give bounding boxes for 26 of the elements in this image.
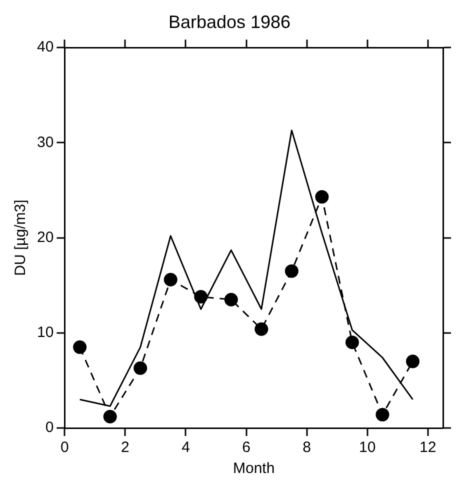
point xyxy=(134,361,148,375)
y-tick-label: 30 xyxy=(36,134,54,151)
point xyxy=(224,292,238,306)
point xyxy=(376,408,390,422)
point xyxy=(315,190,329,204)
point xyxy=(103,410,117,424)
y-tick-label: 10 xyxy=(36,324,54,342)
x-tick-label: 8 xyxy=(302,439,311,456)
x-tick-label: 4 xyxy=(182,439,190,456)
y-axis-title: DU [µg/m3] xyxy=(12,200,30,276)
point xyxy=(406,354,420,368)
point xyxy=(345,336,359,350)
x-axis-title: Month xyxy=(232,460,275,478)
y-tick-label: 20 xyxy=(36,228,54,246)
x-tick-label: 10 xyxy=(358,439,376,456)
x-tick-label: 12 xyxy=(420,439,436,456)
x-tick-label: 6 xyxy=(242,439,250,456)
point xyxy=(73,340,87,354)
point xyxy=(284,264,298,278)
x-tick-label: 2 xyxy=(121,439,130,456)
point xyxy=(164,272,178,286)
y-tick-label: 40 xyxy=(36,38,54,56)
x-tick-label: 0 xyxy=(60,439,69,456)
y-tick-label: 0 xyxy=(45,419,54,436)
point xyxy=(254,322,268,336)
chart-title: Barbados 1986 xyxy=(168,12,291,32)
